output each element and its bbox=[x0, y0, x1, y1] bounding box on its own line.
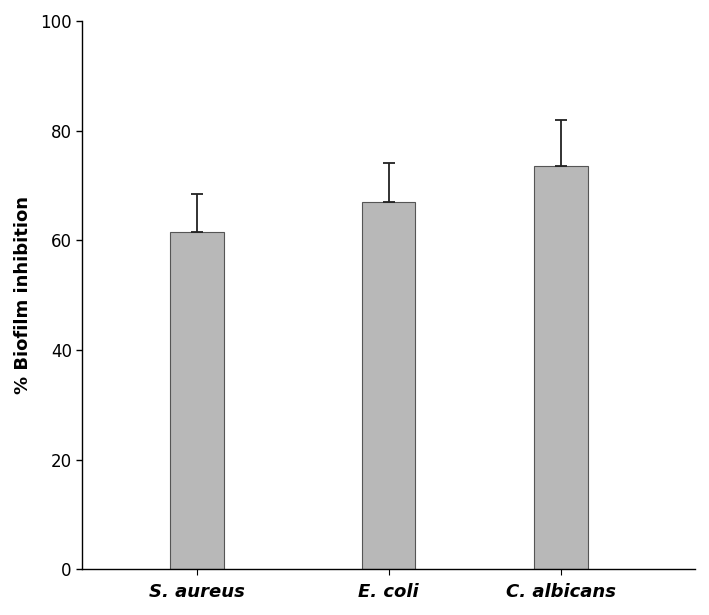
Bar bbox=[362, 202, 415, 569]
Y-axis label: % Biofilm inhibition: % Biofilm inhibition bbox=[14, 196, 32, 394]
Bar bbox=[535, 166, 588, 569]
Bar bbox=[170, 232, 224, 569]
